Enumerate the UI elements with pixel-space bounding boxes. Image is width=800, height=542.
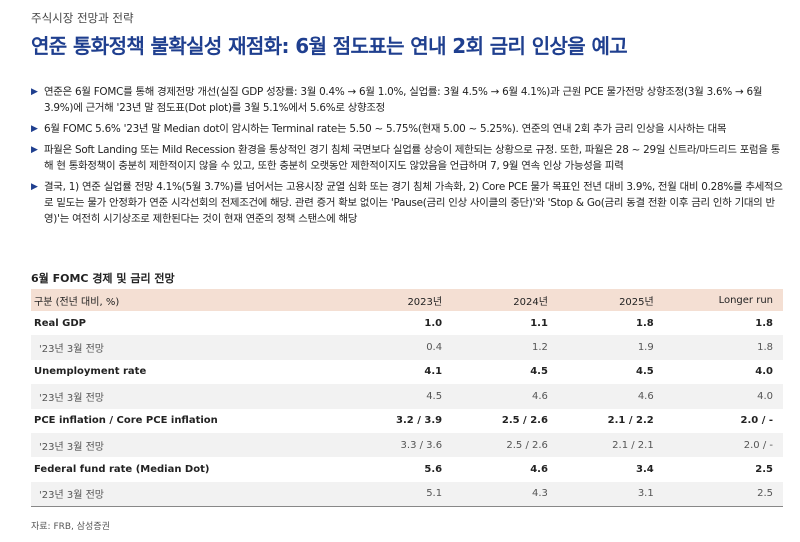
table-cell: 2.1 / 2.1 <box>557 432 664 458</box>
table-cell: 2.5 <box>663 481 783 508</box>
column-header: 2023년 <box>407 296 443 308</box>
row-label: '23년 3월 전망 <box>31 432 347 458</box>
table-row: Unemployment rate 4.1 4.5 4.5 4.0 <box>31 359 783 385</box>
row-label: Real GDP <box>31 311 347 336</box>
table-cell: 5.1 <box>346 481 453 508</box>
table-cell: 4.5 <box>557 359 664 385</box>
table-cell: 3.4 <box>557 457 664 482</box>
table-row: '23년 3월 전망 4.5 4.6 4.6 4.0 <box>31 384 783 409</box>
bullet-text: 연준은 6월 FOMC를 통해 경제전망 개선(실질 GDP 성장률: 3월 0… <box>44 86 763 114</box>
table-cell: 4.5 <box>346 384 453 409</box>
table-cell: 2.0 / - <box>663 432 783 458</box>
bullet-text: 파월은 Soft Landing 또는 Mild Recession 환경을 통… <box>44 144 781 172</box>
table-cell: 2.5 / 2.6 <box>452 432 558 458</box>
table-row: '23년 3월 전망 5.1 4.3 3.1 2.5 <box>31 481 783 508</box>
table-cell: 2.5 / 2.6 <box>452 408 558 433</box>
column-header: 구분 (전년 대비, %) <box>34 296 120 308</box>
triangle-right-icon: ▶ <box>31 124 38 134</box>
table-cell: 3.1 <box>557 481 664 508</box>
fomc-projection-table: 구분 (전년 대비, %) 2023년 2024년 2025년 Longer r… <box>31 289 783 508</box>
source-note: 자료: FRB, 삼성증권 <box>31 522 110 532</box>
table-cell: 4.0 <box>663 384 783 409</box>
row-label: '23년 3월 전망 <box>31 384 347 409</box>
row-label: Unemployment rate <box>31 359 347 385</box>
table-cell: 2.0 / - <box>663 408 783 433</box>
table-cell: 0.4 <box>346 335 453 360</box>
triangle-right-icon: ▶ <box>31 182 38 192</box>
row-label: Federal fund rate (Median Dot) <box>31 457 347 482</box>
bullet-item: ▶ 6월 FOMC 5.6% '23년 말 Median dot이 암시하는 T… <box>31 121 783 137</box>
triangle-right-icon: ▶ <box>31 145 38 155</box>
row-label: '23년 3월 전망 <box>31 481 347 508</box>
table-cell: 4.6 <box>557 384 664 409</box>
table-cell: 1.9 <box>557 335 664 360</box>
table-cell: 2.1 / 2.2 <box>557 408 664 433</box>
table-cell: 4.6 <box>452 384 558 409</box>
table-cell: 3.2 / 3.9 <box>346 408 453 433</box>
bullet-list: ▶ 연준은 6월 FOMC를 통해 경제전망 개선(실질 GDP 성장률: 3월… <box>31 84 783 232</box>
table-row: PCE inflation / Core PCE inflation 3.2 /… <box>31 408 783 433</box>
table-cell: 1.8 <box>557 311 664 336</box>
bullet-item: ▶ 연준은 6월 FOMC를 통해 경제전망 개선(실질 GDP 성장률: 3월… <box>31 84 783 116</box>
table-cell: 4.1 <box>346 359 453 385</box>
column-header: 2025년 <box>619 296 654 308</box>
table-cell: 4.0 <box>663 359 783 385</box>
table-cell: 4.5 <box>452 359 558 385</box>
triangle-right-icon: ▶ <box>31 87 38 97</box>
row-label: '23년 3월 전망 <box>31 335 347 360</box>
section-label: 주식시장 전망과 전략 <box>31 11 134 25</box>
table-cell: 1.0 <box>346 311 453 336</box>
bullet-text: 결국, 1) 연준 실업률 전망 4.1%(5월 3.7%)를 넘어서는 고용시… <box>44 181 783 225</box>
table-cell: 1.1 <box>452 311 558 336</box>
column-header: 2024년 <box>513 296 548 308</box>
table-row: '23년 3월 전망 0.4 1.2 1.9 1.8 <box>31 335 783 360</box>
table-cell: 3.3 / 3.6 <box>346 432 453 458</box>
table-cell: 5.6 <box>346 457 453 482</box>
column-header: Longer run <box>718 294 773 306</box>
table-cell: 1.8 <box>663 311 783 336</box>
table-row: '23년 3월 전망 3.3 / 3.6 2.5 / 2.6 2.1 / 2.1… <box>31 432 783 458</box>
page-title: 연준 통화정책 불확실성 재점화: 6월 점도표는 연내 2회 금리 인상을 예… <box>31 34 628 58</box>
table-header-row: 구분 (전년 대비, %) 2023년 2024년 2025년 Longer r… <box>31 289 783 311</box>
bullet-item: ▶ 파월은 Soft Landing 또는 Mild Recession 환경을… <box>31 142 783 174</box>
table-cell: 4.3 <box>452 481 558 508</box>
table-cell: 2.5 <box>663 457 783 482</box>
table-row: Federal fund rate (Median Dot) 5.6 4.6 3… <box>31 457 783 482</box>
table-cell: 1.8 <box>663 335 783 360</box>
table-cell: 4.6 <box>452 457 558 482</box>
bullet-text: 6월 FOMC 5.6% '23년 말 Median dot이 암시하는 Ter… <box>44 123 727 135</box>
table-row: Real GDP 1.0 1.1 1.8 1.8 <box>31 311 783 336</box>
row-label: PCE inflation / Core PCE inflation <box>31 408 347 433</box>
bullet-item: ▶ 결국, 1) 연준 실업률 전망 4.1%(5월 3.7%)를 넘어서는 고… <box>31 179 783 227</box>
table-cell: 1.2 <box>452 335 558 360</box>
table-title: 6월 FOMC 경제 및 금리 전망 <box>31 272 175 285</box>
